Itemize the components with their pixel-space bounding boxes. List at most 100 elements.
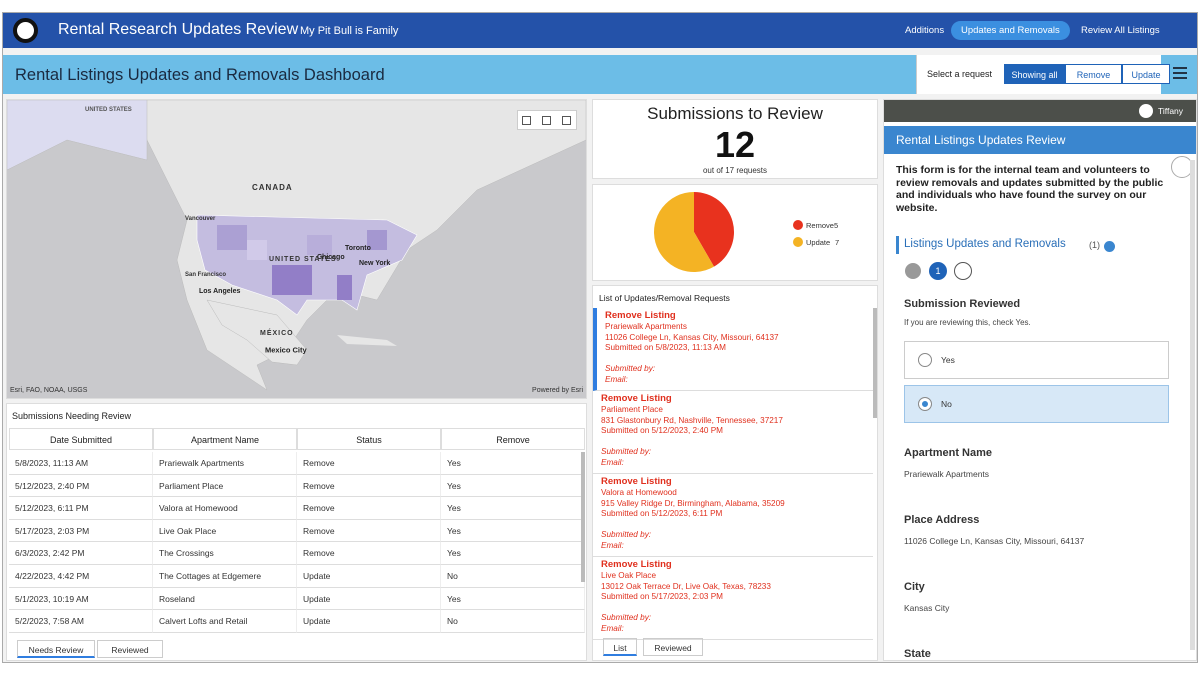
- section-toggle[interactable]: [1104, 241, 1115, 252]
- table-cell: Valora at Homewood: [153, 497, 297, 520]
- item-address: 915 Valley Ridge Dr, Birmingham, Alabama…: [601, 498, 785, 508]
- item-email: Email:: [605, 374, 628, 384]
- map-tool[interactable]: [562, 116, 571, 125]
- tab[interactable]: Needs Review: [17, 640, 95, 658]
- list-panel: List of Updates/Removal Requests Remove L…: [592, 285, 878, 661]
- table-cell: Parliament Place: [153, 474, 297, 498]
- item-by: Submitted by:: [601, 613, 652, 622]
- nav-button[interactable]: Review All Listings: [1081, 25, 1160, 36]
- pie-slice: [694, 192, 734, 267]
- state-shade: [217, 225, 247, 250]
- map-label: Vancouver: [185, 216, 216, 222]
- radio-option[interactable]: Yes: [904, 341, 1169, 379]
- filter-label: Select a request: [927, 69, 993, 79]
- column-header[interactable]: Apartment Name: [153, 428, 297, 450]
- app-subtitle: My Pit Bull is Family: [300, 25, 399, 37]
- form-title-bar: Rental Listings Updates Review: [884, 126, 1196, 154]
- table-cell: Yes: [441, 497, 585, 520]
- app-title: Rental Research Updates Review: [58, 21, 299, 38]
- tab[interactable]: List: [603, 638, 637, 656]
- dashboard-title: Rental Listings Updates and Removals Das…: [15, 66, 385, 84]
- user-bar: Tiffany: [884, 100, 1196, 122]
- field-label: Apartment Name: [904, 447, 993, 459]
- map-tool[interactable]: [542, 116, 551, 125]
- list-item[interactable]: Remove Listing Live Oak Place 13012 Oak Te…: [593, 557, 873, 640]
- tab[interactable]: Reviewed: [97, 640, 163, 658]
- table-cell: Remove: [297, 452, 441, 475]
- table-cell: Update: [297, 565, 441, 588]
- state-shade: [337, 275, 352, 300]
- item-submitted: Submitted on 5/8/2023, 11:13 AM: [605, 343, 726, 352]
- item-name: Valora at Homewood: [601, 488, 677, 497]
- mexico: [206, 299, 308, 366]
- item-by: Submitted by:: [601, 530, 652, 539]
- column-header[interactable]: Remove: [441, 428, 585, 450]
- filter-button[interactable]: Showing all: [1004, 64, 1065, 84]
- delete-button[interactable]: [905, 263, 921, 279]
- map-label: CANADA: [252, 183, 293, 192]
- add-button[interactable]: [954, 262, 972, 280]
- basemap[interactable]: UNITED STATES CANADA Vancouver TorontoChica…: [7, 100, 586, 398]
- item-heading: Remove Listing: [601, 476, 672, 487]
- user-name[interactable]: Tiffany: [1158, 106, 1184, 116]
- radio-label: No: [941, 399, 952, 409]
- map-label: Los Angeles: [199, 288, 240, 295]
- state-shade: [307, 235, 332, 255]
- legend-label: Remove: [806, 221, 834, 230]
- table-cell: 5/2/2023, 7:58 AM: [9, 610, 153, 633]
- table-cell: No: [441, 565, 585, 588]
- menu-button[interactable]: [1173, 67, 1187, 79]
- filter-bar: Select a request Showing all Remove Update: [916, 55, 1170, 94]
- question: Submission Reviewed: [904, 298, 1021, 310]
- map-attribution: Esri, FAO, NOAA, USGS: [10, 387, 88, 394]
- dashboard-bar: Rental Listings Updates and Removals Das…: [3, 55, 1197, 94]
- table-cell: Remove: [297, 542, 441, 565]
- state-shade: [247, 240, 267, 260]
- table-cell: 5/12/2023, 6:11 PM: [9, 497, 153, 520]
- table-cell: Remove: [297, 497, 441, 520]
- list-title: List of Updates/Removal Requests: [599, 293, 730, 303]
- logo: [13, 18, 38, 43]
- summary-panel: Submissions to Review 12 out of 17 request…: [592, 99, 878, 179]
- summary-title: Submissions to Review: [647, 104, 823, 123]
- list-item[interactable]: Remove Listing Prariewalk Apartments 11026…: [593, 308, 873, 391]
- filter-button[interactable]: Remove: [1065, 64, 1122, 84]
- section-title[interactable]: Listings Updates and Removals: [904, 238, 1066, 250]
- record-button[interactable]: 1: [929, 262, 947, 280]
- map-label: Toronto: [345, 245, 371, 252]
- list-item[interactable]: Remove Listing Parliament Place 831 Glasto…: [593, 391, 873, 474]
- nav-button[interactable]: Additions: [905, 25, 945, 36]
- cuba: [337, 335, 397, 346]
- list-item[interactable]: Remove Listing Valora at Homewood 915 Vall…: [593, 474, 873, 557]
- header-bar: Rental Research Updates Review My Pit Bul…: [3, 13, 1197, 48]
- table-cell: 5/8/2023, 11:13 AM: [9, 452, 153, 475]
- pie-chart: Remove 5 Update 7: [654, 192, 839, 272]
- section-rule: [896, 236, 899, 254]
- field-label: State: [904, 648, 931, 660]
- table-cell: No: [441, 610, 585, 633]
- scrollbar: [581, 452, 585, 582]
- legend-swatch: [793, 220, 803, 230]
- column-header[interactable]: Date Submitted: [9, 428, 153, 450]
- item-submitted: Submitted on 5/12/2023, 2:40 PM: [601, 426, 723, 435]
- item-submitted: Submitted on 5/12/2023, 6:11 PM: [601, 509, 723, 518]
- item-name: Parliament Place: [601, 405, 663, 414]
- column-header[interactable]: Status: [297, 428, 441, 450]
- nav-button[interactable]: Updates and Removals: [951, 21, 1070, 40]
- map-label: Chicago: [317, 254, 345, 261]
- map-tool[interactable]: [522, 116, 531, 125]
- scrollbar: [1190, 160, 1195, 650]
- tab[interactable]: Reviewed: [643, 638, 703, 656]
- table-cell: The Cottages at Edgemere: [153, 565, 297, 588]
- legend-swatch: [793, 237, 803, 247]
- pie-panel: Remove 5 Update 7: [592, 184, 878, 281]
- radio-option[interactable]: No: [904, 385, 1169, 423]
- table-cell: 4/22/2023, 4:42 PM: [9, 565, 153, 588]
- item-name: Prariewalk Apartments: [605, 322, 687, 331]
- item-heading: Remove Listing: [601, 559, 672, 570]
- item-address: 13012 Oak Terrace Dr, Live Oak, Texas, 7…: [601, 581, 771, 591]
- filter-button[interactable]: Update: [1122, 64, 1170, 84]
- item-heading: Remove Listing: [605, 310, 676, 321]
- table-cell: Yes: [441, 474, 585, 498]
